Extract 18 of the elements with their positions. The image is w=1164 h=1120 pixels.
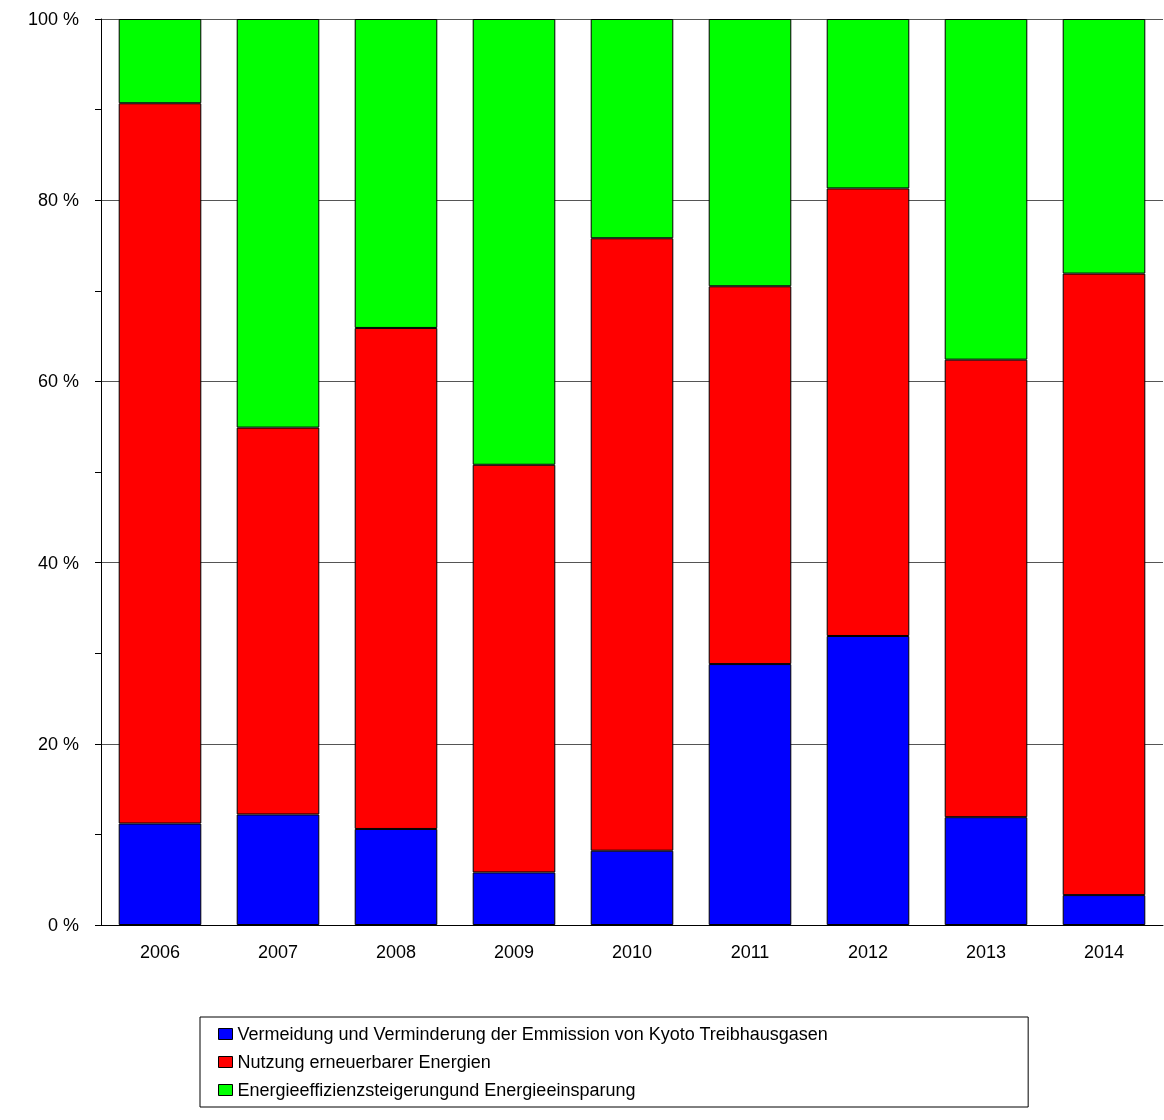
x-tick-label: 2008: [375, 942, 417, 962]
x-tick-label: 2012: [847, 942, 889, 962]
x-tick-label: 2007: [257, 942, 299, 962]
x-tick-label: 2010: [611, 942, 653, 962]
legend-label: Nutzung erneuerbarer Energien: [237, 1052, 491, 1072]
x-tick-label: 2014: [1083, 942, 1125, 962]
y-tick-label: 80 %: [37, 190, 79, 211]
x-tick-label: 2006: [139, 942, 181, 962]
y-tick-label: 40 %: [37, 552, 79, 573]
y-tick-label: 60 %: [37, 371, 79, 392]
legend-label: Energieeffizienzsteigerungund Energieeinsparung: [237, 1080, 636, 1100]
legend-label: Vermeidung und Verminderung der Emmission von Kyoto Treibhausgasen: [237, 1024, 828, 1044]
x-tick-label: 2009: [493, 942, 535, 962]
y-tick-label: 0 %: [47, 915, 79, 935]
y-tick-label: 20 %: [37, 733, 79, 754]
y-tick-label: 100 %: [27, 9, 79, 29]
x-tick-label: 2011: [730, 942, 770, 962]
x-tick-label: 2013: [965, 942, 1007, 962]
